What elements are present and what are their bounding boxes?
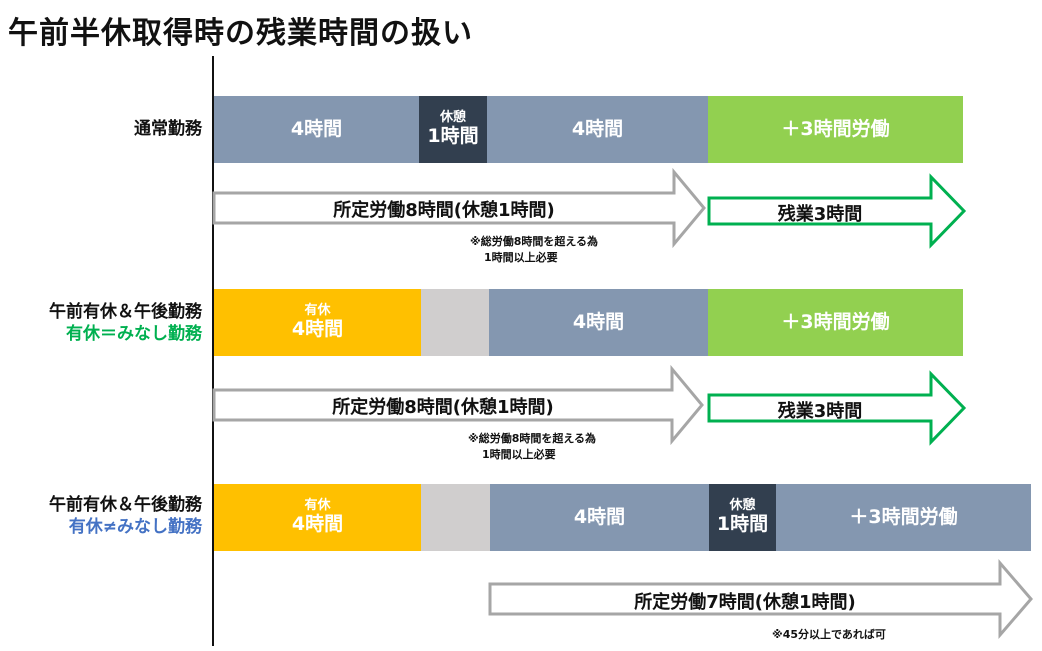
row2-leave-bottom: 4時間 [291, 318, 344, 341]
row1-scheduled-label: 所定労働8時間(休憩1時間) [333, 200, 555, 221]
row3-break-top: 休憩 [729, 498, 756, 514]
row1-work-c-text: 4時間 [571, 117, 624, 140]
row1-extra-3h: ＋3時間労働 [708, 96, 963, 163]
row2-overtime-label: 残業3時間 [777, 401, 863, 422]
row2-overtime-arrow [707, 370, 967, 446]
row2-scheduled-arrow [212, 364, 704, 446]
row2-note-line2: 1時間以上必要 [482, 448, 556, 461]
row1-note: ※総労働8時間を超える為 1時間以上必要 [470, 234, 598, 266]
row3-sublabel-text: 有休≠みなし勤務 [68, 517, 202, 537]
row1-note-line2: 1時間以上必要 [484, 251, 558, 264]
row2-extra-text: ＋3時間労働 [781, 310, 890, 333]
row3-gap [421, 484, 490, 551]
timeline-axis [212, 56, 214, 646]
row3-label-text: 午前有休＆午後勤務 [49, 495, 202, 515]
row1-work-4h-b: 4時間 [487, 96, 708, 163]
row2-work-text: 4時間 [572, 310, 625, 333]
row2-leave-top: 有休 [304, 303, 331, 319]
row2-scheduled-label: 所定労働8時間(休憩1時間) [332, 397, 554, 418]
row3-paid-leave-4h: 有休 4時間 [214, 484, 421, 551]
row3-extra-text: ＋3時間労働 [849, 505, 958, 528]
row3-leave-bottom: 4時間 [291, 513, 344, 536]
row3-work-text: 4時間 [573, 505, 626, 528]
row2-work-4h: 4時間 [489, 289, 708, 356]
row2-paid-leave-4h: 有休 4時間 [214, 289, 421, 356]
row3-note-line1: ※45分以上であれば可 [772, 628, 886, 641]
row2-extra-3h: ＋3時間労働 [708, 289, 963, 356]
page-title: 午前半休取得時の残業時間の扱い [8, 16, 473, 51]
row2-note: ※総労働8時間を超える為 1時間以上必要 [468, 431, 596, 463]
row2-label-text: 午前有休＆午後勤務 [49, 302, 202, 322]
row3-work-4h: 4時間 [490, 484, 709, 551]
row1-break-bottom: 1時間 [427, 125, 479, 148]
row1-work-4h-a: 4時間 [214, 96, 419, 163]
row-label-leave-not-deemed: 午前有休＆午後勤務 有休≠みなし勤務 [10, 494, 202, 538]
row1-overtime-label: 残業3時間 [777, 204, 863, 225]
row1-overtime-arrow [707, 173, 967, 249]
row2-sublabel-text: 有休＝みなし勤務 [66, 324, 202, 344]
row1-work-a-text: 4時間 [290, 117, 343, 140]
row2-note-line1: ※総労働8時間を超える為 [468, 432, 597, 445]
row1-extra-text: ＋3時間労働 [781, 117, 890, 140]
row3-extra-3h: ＋3時間労働 [776, 484, 1031, 551]
row1-scheduled-arrow [212, 167, 706, 249]
row3-break-bottom: 1時間 [716, 513, 769, 536]
row3-scheduled-arrow [488, 558, 1033, 640]
row1-note-line1: ※総労働8時間を超える為 [470, 235, 599, 248]
row1-break-top: 休憩 [439, 110, 466, 126]
row3-note: ※45分以上であれば可 [772, 627, 886, 643]
row1-break-1h: 休憩 1時間 [419, 96, 487, 163]
row2-gap [421, 289, 489, 356]
row-label-normal-text: 通常勤務 [134, 119, 202, 139]
row-label-leave-deemed: 午前有休＆午後勤務 有休＝みなし勤務 [10, 301, 202, 345]
row3-break-1h: 休憩 1時間 [709, 484, 776, 551]
row3-leave-top: 有休 [304, 498, 331, 514]
row-label-normal: 通常勤務 [20, 118, 202, 140]
row3-scheduled-label: 所定労働7時間(休憩1時間) [634, 592, 856, 613]
